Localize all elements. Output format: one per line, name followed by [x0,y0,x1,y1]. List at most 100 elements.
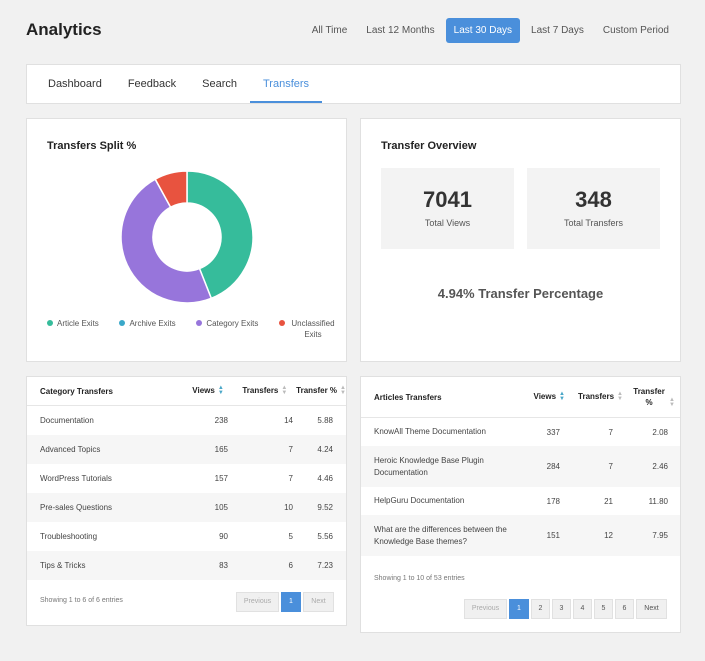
tab-search[interactable]: Search [202,78,237,90]
table-row: Documentation 238 14 5.88 [27,406,346,435]
legend-dot-icon [278,320,285,326]
category-pagination: Previous 1 Next [234,592,334,612]
column-views[interactable]: Views ▲ ▼ [192,385,224,396]
legend-unclassified-exits[interactable]: Unclassified Exits [278,318,337,340]
row-transfer-pct: 7.23 [317,561,333,570]
period-selector: All Time Last 12 Months Last 30 Days Las… [301,18,677,43]
sort-desc-icon: ▲ ▼ [559,391,565,402]
category-entries-info: Showing 1 to 6 of 6 entries [40,597,123,604]
pagination-page-5[interactable]: 5 [594,599,613,619]
tab-transfers[interactable]: Transfers [250,65,323,103]
pagination-page-6[interactable]: 6 [615,599,634,619]
table-header: Articles Transfers Views ▲ ▼ Transfers ▲ ▼ T… [361,377,680,418]
sort-desc-icon: ▲ ▼ [217,385,224,396]
row-transfers: 7 [608,462,613,471]
row-transfers: 5 [288,532,293,541]
total-transfers-value: 348 [575,187,612,212]
row-name: Heroic Knowledge Base Plugin Documentati… [374,455,484,477]
row-name: Troubleshooting [40,532,98,541]
row-transfer-pct: 9.52 [317,503,333,512]
pagination-next[interactable]: Next [303,592,334,612]
tab-dashboard[interactable]: Dashboard [48,78,102,90]
row-transfer-pct: 5.88 [317,416,333,425]
slice-article-exits[interactable] [186,170,254,300]
slice-unclassified-exits[interactable] [154,170,188,209]
column-transfers[interactable]: Transfers ▲ ▼ [242,385,288,396]
pagination-page-4[interactable]: 4 [573,599,592,619]
total-transfers-card: 348 Total Transfers [527,168,660,249]
period-last-12-months[interactable]: Last 12 Months [366,25,435,36]
legend-dot-icon [196,320,203,326]
row-transfers: 7 [288,474,293,483]
transfers-split-title: Transfers Split % [47,140,137,152]
legend-article-exits[interactable]: Article Exits [47,318,99,340]
row-views: 238 [214,416,228,425]
sort-icon: ▲ ▼ [340,385,346,396]
sort-icon: ▲ ▼ [669,396,675,408]
page-title: Analytics [26,20,102,39]
row-views: 157 [214,474,228,483]
column-views[interactable]: Views ▲ ▼ [533,391,566,402]
articles-transfers-panel: Articles Transfers Views ▲ ▼ Transfers ▲ ▼ T… [360,376,681,633]
total-transfers-label: Total Transfers [563,218,624,228]
period-all-time[interactable]: All Time [311,25,348,36]
row-views: 165 [214,445,228,454]
row-transfer-pct: 2.46 [652,462,668,471]
pagination-next[interactable]: Next [636,599,667,619]
row-views: 337 [546,427,560,437]
row-transfer-pct: 4.24 [317,445,333,454]
row-views: 90 [219,532,228,541]
period-custom[interactable]: Custom Period [602,25,669,36]
legend-dot-icon [47,320,53,326]
pagination-previous[interactable]: Previous [236,592,279,612]
row-name: Advanced Topics [40,445,101,454]
table-row: KnowAll Theme Documentation 337 7 2.08 [361,418,680,446]
pagination-page-2[interactable]: 2 [531,599,550,619]
row-views: 83 [219,561,228,570]
row-transfers: 21 [604,496,613,506]
legend-archive-exits[interactable]: Archive Exits [119,318,176,340]
row-views: 105 [214,503,228,512]
articles-entries-info: Showing 1 to 10 of 53 entries [374,575,465,582]
row-name: Tips & Tricks [40,561,86,570]
column-article: Articles Transfers [374,392,442,402]
column-transfer-pct[interactable]: Transfer % ▲ ▼ [633,387,675,408]
row-transfers: 7 [608,427,613,437]
pagination-page-3[interactable]: 3 [552,599,571,619]
row-transfers: 6 [288,561,293,570]
row-name: WordPress Tutorials [40,474,112,483]
sort-icon: ▲ ▼ [281,385,288,396]
pagination-page-1[interactable]: 1 [281,592,301,612]
table-row: What are the differences between the Kno… [361,515,680,556]
pagination-previous[interactable]: Previous [464,599,507,619]
table-row: Heroic Knowledge Base Plugin Documentati… [361,446,680,487]
column-category: Category Transfers [40,386,113,396]
slice-category-exits[interactable] [120,178,213,304]
period-last-30-days[interactable]: Last 30 Days [445,18,521,43]
tab-bar: Dashboard Feedback Search Transfers [26,64,681,104]
row-name: KnowAll Theme Documentation [374,427,486,436]
legend-category-exits[interactable]: Category Exits [196,318,258,340]
table-row: Advanced Topics 165 7 4.24 [27,435,346,464]
legend-dot-icon [119,320,126,326]
tab-feedback[interactable]: Feedback [127,78,177,90]
total-views-card: 7041 Total Views [381,168,514,249]
pagination-page-1[interactable]: 1 [509,599,529,619]
table-row: HelpGuru Documentation 178 21 11.80 [361,487,680,515]
sort-icon: ▲ ▼ [617,391,623,402]
transfers-split-donut [120,170,254,304]
column-transfer-pct[interactable]: Transfer % ▲ ▼ [296,385,346,396]
transfer-percentage: 4.94% Transfer Percentage [437,286,604,301]
period-last-7-days[interactable]: Last 7 Days [531,25,584,36]
column-transfers[interactable]: Transfers ▲ ▼ [578,391,623,402]
row-name: Documentation [40,416,94,425]
category-transfers-panel: Category Transfers Views ▲ ▼ Transfers ▲ ▼ T… [26,376,347,626]
row-transfers: 7 [288,445,293,454]
row-name: HelpGuru Documentation [374,496,465,505]
articles-transfers-table: Articles Transfers Views ▲ ▼ Transfers ▲ ▼ T… [361,377,680,556]
row-transfer-pct: 7.95 [652,531,668,540]
row-transfers: 12 [604,531,613,540]
table-row: Pre-sales Questions 105 10 9.52 [27,493,346,522]
transfer-overview-title: Transfer Overview [381,140,477,152]
row-name: What are the differences between the Kno… [374,524,507,546]
